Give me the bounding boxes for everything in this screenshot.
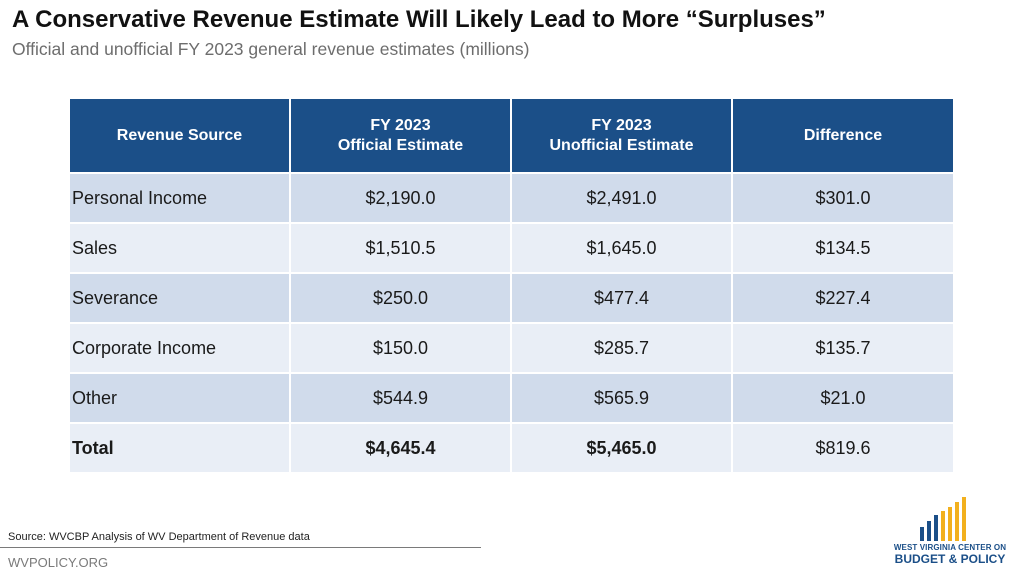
cell-unofficial: $2,491.0 [512, 172, 733, 222]
revenue-table: Revenue Source FY 2023 Official Estimate… [70, 99, 953, 472]
table-row-total: Total $4,645.4 $5,465.0 $819.6 [70, 422, 953, 472]
cell-source: Sales [70, 222, 291, 272]
table-row: Personal Income $2,190.0 $2,491.0 $301.0 [70, 172, 953, 222]
column-header-difference-label: Difference [803, 126, 883, 144]
cell-unofficial: $5,465.0 [512, 422, 733, 472]
cell-source: Total [70, 422, 291, 472]
logo-line1: WEST VIRGINIA CENTER ON [893, 543, 1007, 552]
cell-official: $544.9 [291, 372, 512, 422]
cell-difference: $134.5 [733, 222, 953, 272]
table-row: Corporate Income $150.0 $285.7 $135.7 [70, 322, 953, 372]
column-header-official-line1: FY 2023 [370, 116, 431, 134]
cell-unofficial: $285.7 [512, 322, 733, 372]
column-header-official-line2: Official Estimate [337, 136, 464, 154]
cell-source: Other [70, 372, 291, 422]
cell-official: $150.0 [291, 322, 512, 372]
page-title: A Conservative Revenue Estimate Will Lik… [12, 6, 826, 33]
cell-official: $1,510.5 [291, 222, 512, 272]
wvcbp-logo: WEST VIRGINIA CENTER ON BUDGET & POLICY [884, 497, 1016, 567]
cell-unofficial: $565.9 [512, 372, 733, 422]
cell-difference: $227.4 [733, 272, 953, 322]
column-header-difference: Difference [733, 99, 953, 172]
column-header-source-label: Revenue Source [116, 126, 243, 144]
logo-line2: BUDGET & POLICY [894, 552, 1006, 566]
cell-difference: $21.0 [733, 372, 953, 422]
table-row: Severance $250.0 $477.4 $227.4 [70, 272, 953, 322]
cell-source: Severance [70, 272, 291, 322]
site-url[interactable]: WVPOLICY.ORG [8, 555, 109, 570]
page-subtitle: Official and unofficial FY 2023 general … [12, 39, 530, 59]
cell-difference: $135.7 [733, 322, 953, 372]
cell-source: Corporate Income [70, 322, 291, 372]
table-row: Sales $1,510.5 $1,645.0 $134.5 [70, 222, 953, 272]
cell-unofficial: $477.4 [512, 272, 733, 322]
source-note: Source: WVCBP Analysis of WV Department … [8, 531, 310, 543]
column-header-unofficial-line2: Unofficial Estimate [549, 136, 694, 154]
table-header-row: Revenue Source FY 2023 Official Estimate… [70, 99, 953, 172]
cell-difference: $301.0 [733, 172, 953, 222]
column-header-unofficial: FY 2023 Unofficial Estimate [512, 99, 733, 172]
table-row: Other $544.9 $565.9 $21.0 [70, 372, 953, 422]
cell-unofficial: $1,645.0 [512, 222, 733, 272]
column-header-source: Revenue Source [70, 99, 291, 172]
cell-source: Personal Income [70, 172, 291, 222]
column-header-unofficial-line1: FY 2023 [591, 116, 652, 134]
cell-official: $2,190.0 [291, 172, 512, 222]
bar-chart-logo-icon [920, 497, 966, 541]
footer-divider [0, 547, 481, 548]
cell-official: $4,645.4 [291, 422, 512, 472]
column-header-official: FY 2023 Official Estimate [291, 99, 512, 172]
cell-difference: $819.6 [733, 422, 953, 472]
cell-official: $250.0 [291, 272, 512, 322]
